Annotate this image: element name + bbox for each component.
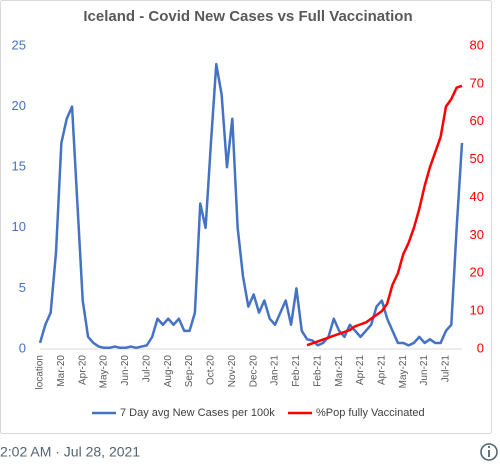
legend-label: %Pop fully Vaccinated [316, 407, 425, 419]
y2-tick-label: 50 [470, 151, 484, 166]
x-tick-label: Apr-21 [377, 355, 388, 385]
y-tick-label: 5 [19, 280, 26, 295]
y2-tick-label: 0 [477, 340, 484, 355]
info-circle[interactable] [480, 443, 498, 461]
x-tick-label: May-21 [398, 355, 409, 389]
info-dot[interactable] [487, 445, 491, 449]
x-tick-label: Oct-20 [206, 355, 217, 385]
x-tick-label: Jul-21 [441, 355, 452, 383]
y-tick-label: 20 [12, 98, 26, 113]
x-tick-label: Mar-21 [334, 355, 345, 387]
x-tick-label: Apr-21 [355, 355, 366, 385]
y2-tick-label: 70 [470, 75, 484, 90]
x-tick-label: Jun-20 [120, 355, 131, 386]
timestamp: 2:02 AM · Jul 28, 2021 [0, 444, 140, 460]
y2-tick-label: 30 [470, 227, 484, 242]
x-tick-label: Jan-21 [270, 355, 281, 386]
y-tick-label: 15 [12, 159, 26, 174]
x-tick-label: Jun-21 [419, 355, 430, 386]
x-tick-label: Feb-21 [291, 355, 302, 387]
y-tick-label: 0 [19, 340, 26, 355]
x-tick-label: Nov-20 [227, 355, 238, 388]
chart-card [0, 0, 492, 434]
x-tick-label: Feb-21 [312, 355, 323, 387]
y2-tick-label: 20 [470, 265, 484, 280]
y-tick-label: 10 [12, 219, 26, 234]
y2-tick-label: 40 [470, 189, 484, 204]
x-tick-label: Sep-20 [184, 355, 195, 388]
y-tick-label: 25 [12, 37, 26, 52]
x-tick-label: Aug-20 [163, 355, 174, 388]
x-tick-label: Apr-20 [77, 355, 88, 385]
legend-label: 7 Day avg New Cases per 100k [120, 407, 275, 419]
x-tick-label: Jul-20 [141, 355, 152, 383]
series-line [306, 84, 463, 347]
y2-tick-label: 10 [470, 303, 484, 318]
x-tick-label: Dec-20 [248, 355, 259, 388]
x-tick-label: Mar-20 [56, 355, 67, 387]
chart-title: Iceland - Covid New Cases vs Full Vaccin… [83, 8, 412, 25]
series-line [38, 62, 464, 350]
x-tick-label: location [35, 355, 46, 389]
y2-tick-label: 80 [470, 37, 484, 52]
y2-tick-label: 60 [470, 113, 484, 128]
x-tick-label: May-20 [99, 355, 110, 389]
info-icon[interactable] [480, 443, 498, 461]
